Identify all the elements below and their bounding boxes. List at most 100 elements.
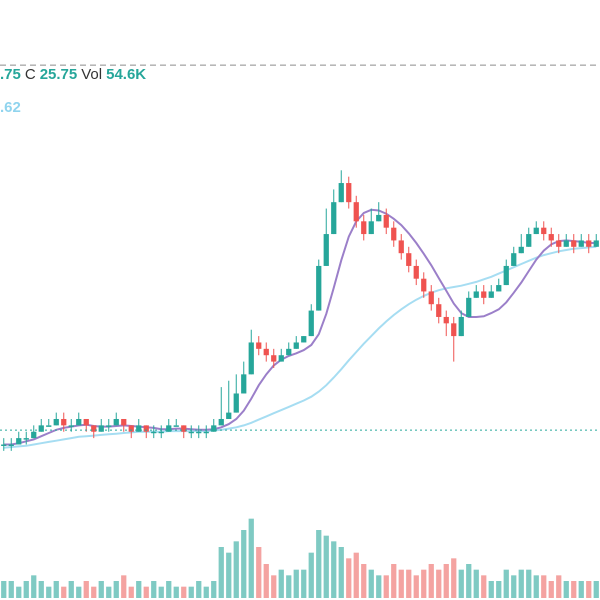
volume-bar [233, 541, 239, 598]
volume-bar [301, 569, 307, 598]
candle-body [481, 291, 487, 298]
volume-bar [31, 575, 37, 598]
candle-body [16, 438, 22, 445]
volume-bar [83, 581, 89, 598]
candle-body [571, 240, 577, 247]
candle-body [8, 444, 14, 446]
candle-body [181, 425, 187, 432]
volume-bar [166, 581, 172, 598]
volume-bar [23, 581, 29, 598]
volume-bar [61, 586, 67, 598]
candle-body [496, 285, 502, 292]
candle-body [256, 342, 262, 349]
candle-body [68, 425, 74, 427]
volume-bar [586, 581, 592, 598]
volume-bar [593, 581, 599, 598]
volume-bar [68, 581, 74, 598]
volume-bar [248, 518, 254, 598]
candle-body [593, 240, 599, 247]
candle-body [38, 425, 44, 432]
candle-body [548, 234, 554, 241]
candle-body [1, 444, 7, 446]
candle-body [128, 425, 134, 432]
close-value: 25.75 [39, 66, 78, 83]
candle-body [46, 425, 52, 427]
candle-body [76, 418, 82, 426]
volume-value: 54.6K [106, 66, 147, 83]
candle-body [586, 240, 592, 247]
volume-bar [406, 569, 412, 598]
volume-bar [511, 575, 517, 598]
volume-bar [496, 581, 502, 598]
volume-bar [563, 581, 569, 598]
volume-bar [271, 575, 277, 598]
candle-body [466, 297, 472, 317]
candle-body [541, 227, 547, 235]
volume-bar [391, 564, 397, 598]
volume-bar [556, 575, 562, 598]
candle-body [451, 323, 457, 337]
volume-bar [353, 552, 359, 598]
ma-fast-line [3, 208, 597, 446]
candle-body [443, 316, 449, 324]
candle-body [301, 336, 307, 343]
candle-body [203, 431, 209, 434]
volume-bar [46, 586, 52, 598]
candle-body [503, 265, 509, 286]
candle-body [458, 316, 464, 337]
candle-body [406, 253, 412, 266]
volume-bar [263, 564, 269, 598]
candle-body [211, 425, 217, 432]
volume-bar [128, 586, 134, 598]
candle-body [383, 214, 389, 228]
volume-bar [338, 547, 344, 598]
candle-body [98, 425, 104, 432]
volume-bar [331, 541, 337, 598]
volume-bar [473, 569, 479, 598]
candle-body [376, 214, 382, 222]
candle-body [316, 265, 322, 311]
candle-body [391, 227, 397, 241]
volume-bar [188, 586, 194, 598]
volume-bar [383, 575, 389, 598]
candle-body [421, 278, 427, 292]
candle-body [428, 291, 434, 305]
volume-bar [541, 575, 547, 598]
candle-body [286, 348, 292, 356]
ma-value: .62 [0, 99, 21, 116]
volume-bar [121, 575, 127, 598]
volume-bar [203, 586, 209, 598]
candle-body [151, 431, 157, 434]
candle-body [248, 342, 254, 375]
volume-bar [571, 581, 577, 598]
volume-bar [16, 586, 22, 598]
candle-body [271, 355, 277, 362]
volume-bar [376, 575, 382, 598]
candle-body [398, 240, 404, 254]
candle-body [556, 240, 562, 247]
volume-bar [316, 530, 322, 598]
close-label: C [24, 66, 36, 83]
candle-body [278, 355, 284, 362]
candle-body [488, 291, 494, 298]
volume-bar [286, 575, 292, 598]
volume-bar [323, 535, 329, 598]
candle-body [23, 438, 29, 440]
candle-body [121, 418, 127, 426]
candle-body [293, 342, 299, 349]
candle-body [578, 240, 584, 247]
volume-bar [458, 569, 464, 598]
candle-body [158, 431, 164, 434]
volume-bar [346, 558, 352, 598]
volume-bar [308, 552, 314, 598]
candle-body [218, 418, 224, 426]
volume-bar [211, 581, 217, 598]
open-value: .75 [0, 66, 21, 83]
candle-body [61, 418, 67, 426]
volume-bar [466, 564, 472, 598]
ma-legend: .62 [0, 99, 21, 116]
volume-bar [578, 581, 584, 598]
candle-body [106, 425, 112, 427]
volume-bar [451, 558, 457, 598]
